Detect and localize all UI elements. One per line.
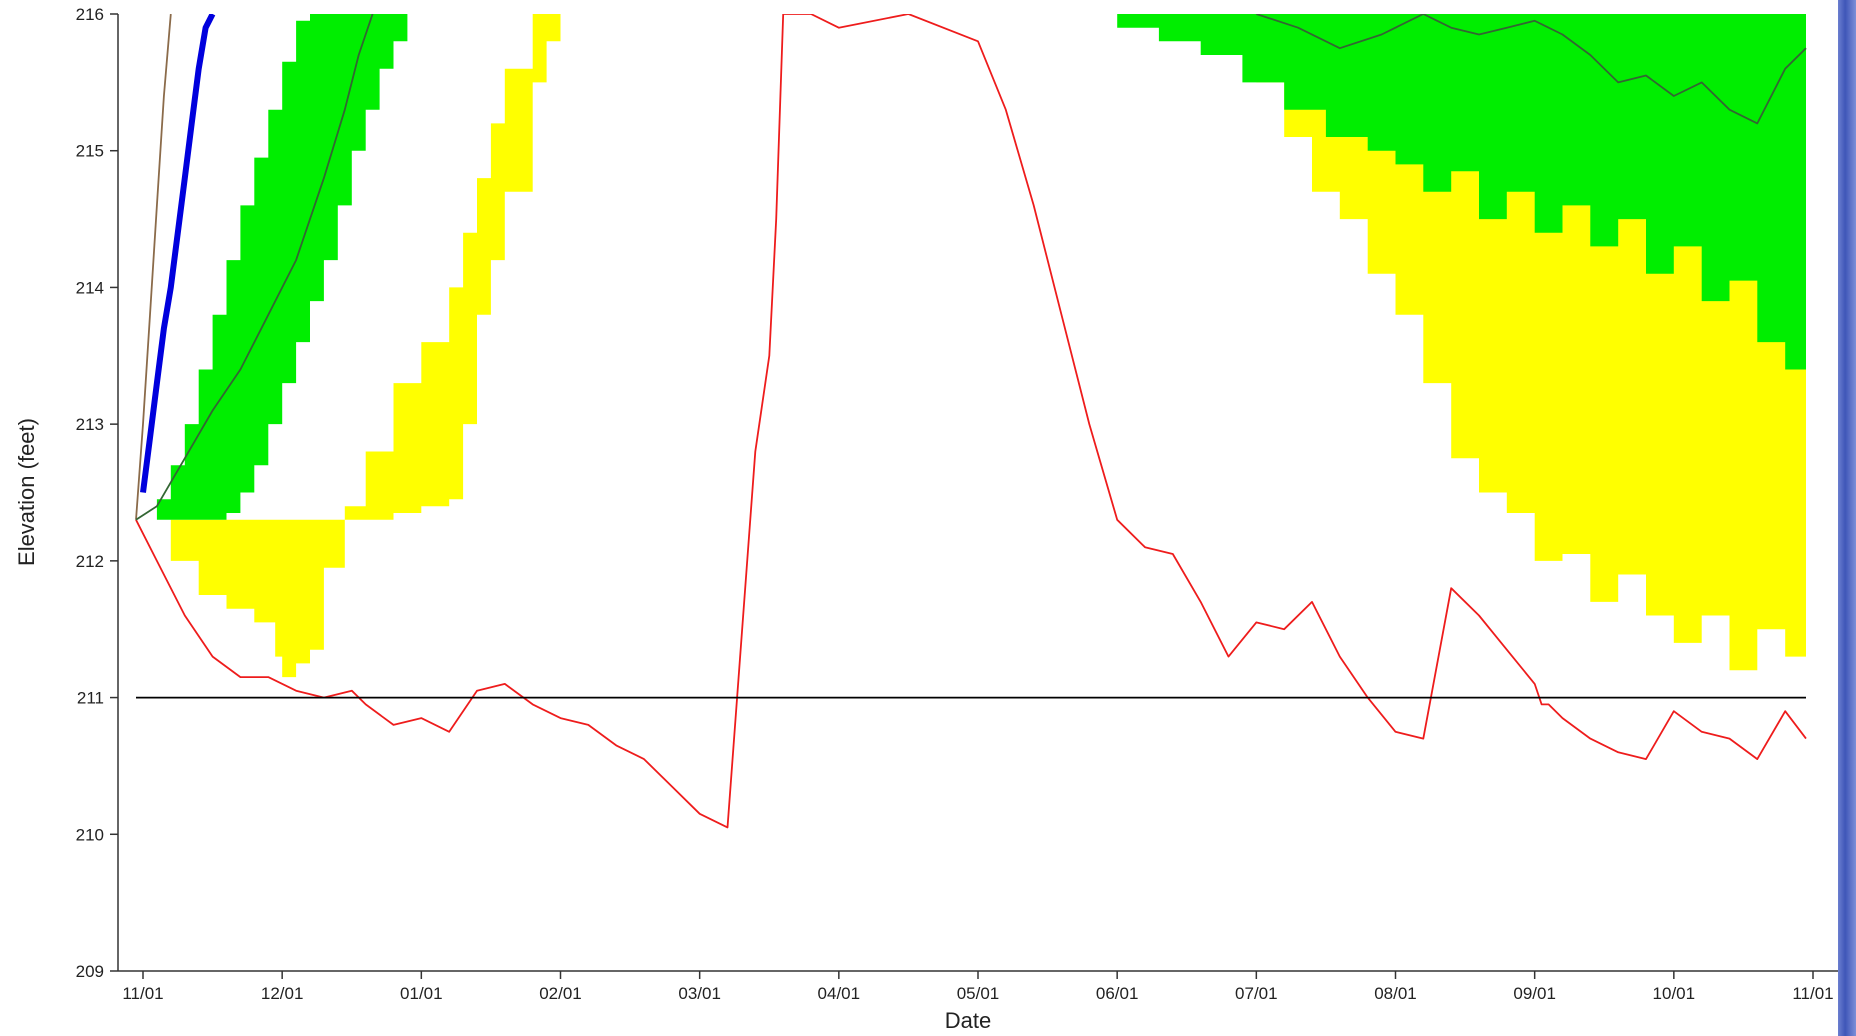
series-dark-line-5 bbox=[1256, 14, 1807, 125]
x-tick-label: 08/01 bbox=[1374, 984, 1417, 1003]
tick-labels: 11/01 12/01 01/01 02/01 03/01 04/01 05/01 06/01… bbox=[76, 5, 1834, 1003]
x-tick-label: 05/01 bbox=[957, 984, 1000, 1003]
y-tick-label: 216 bbox=[76, 5, 104, 24]
series-blue-line-2 bbox=[140, 14, 216, 493]
series-brown-line-3 bbox=[135, 14, 172, 520]
y-axis-title: Elevation (feet) bbox=[14, 418, 39, 566]
band-green-3 bbox=[1075, 14, 1806, 377]
y-tick-label: 212 bbox=[76, 552, 104, 571]
series-red-line-1 bbox=[135, 14, 1807, 829]
y-tick-label: 213 bbox=[76, 415, 104, 434]
x-tick-label: 04/01 bbox=[818, 984, 861, 1003]
plot-area bbox=[135, 14, 1807, 829]
x-tick-label: 09/01 bbox=[1513, 984, 1556, 1003]
y-tick-label: 209 bbox=[76, 962, 104, 981]
x-tick-label: 07/01 bbox=[1235, 984, 1278, 1003]
x-tick-label: 11/01 bbox=[1792, 984, 1833, 1003]
band-green-2 bbox=[136, 14, 1806, 520]
y-tick-label: 214 bbox=[76, 278, 104, 297]
x-axis-title: Date bbox=[945, 1008, 991, 1033]
band-yellow-1 bbox=[136, 14, 1806, 691]
x-tick-label: 12/01 bbox=[261, 984, 304, 1003]
x-tick-label: 01/01 bbox=[400, 984, 443, 1003]
slide-edge-strip bbox=[1838, 0, 1856, 1036]
x-tick-label: 11/01 bbox=[122, 984, 163, 1003]
y-tick-label: 215 bbox=[76, 142, 104, 161]
x-tick-label: 06/01 bbox=[1096, 984, 1139, 1003]
y-tick-label: 211 bbox=[77, 689, 104, 708]
x-tick-label: 03/01 bbox=[678, 984, 721, 1003]
series-dark-line-4 bbox=[135, 14, 374, 521]
x-tick-label: 10/01 bbox=[1653, 984, 1696, 1003]
x-tick-label: 02/01 bbox=[539, 984, 582, 1003]
y-tick-label: 210 bbox=[76, 825, 104, 844]
